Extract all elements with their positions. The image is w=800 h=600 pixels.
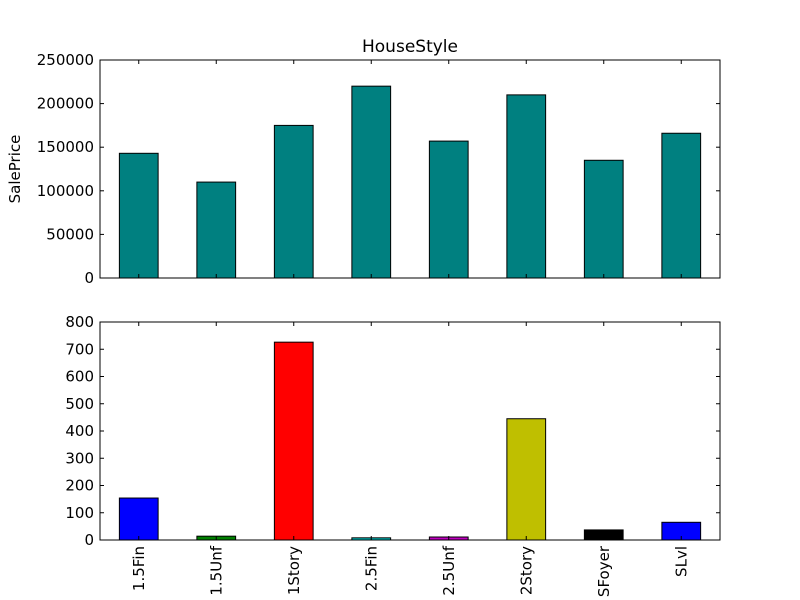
- bar-2.5Unf: [428, 140, 469, 279]
- bar-2.5Fin: [351, 85, 392, 279]
- y-tick-label: 300: [65, 449, 94, 467]
- x-tick-label: SLvl: [672, 546, 690, 577]
- bar-1Story: [273, 341, 314, 541]
- y-tick-label: 0: [84, 531, 94, 549]
- y-tick-label: 400: [65, 422, 94, 440]
- axes-frame: [99, 59, 721, 279]
- x-tick-label: 1.5Fin: [130, 546, 148, 591]
- y-tick-label: 100: [65, 504, 94, 522]
- bar-SFoyer: [583, 159, 624, 279]
- y-axis-label: SalePrice: [6, 135, 24, 204]
- y-tick-label: 500: [65, 395, 94, 413]
- x-tick-label: 2Story: [517, 546, 535, 595]
- count-bar-chart: 0 100 200 300 400 500 600 700 800 1.5Fin 1.5Unf 1St…: [65, 313, 721, 597]
- x-tick-label: 2.5Unf: [440, 545, 458, 595]
- y-tick-label: 800: [65, 313, 94, 331]
- x-tick-label: SFoyer: [595, 545, 613, 597]
- saleprice-bar-chart: 0 50000 100000 150000 200000 250000 HouseStyle…: [6, 37, 721, 287]
- y-tick-label: 700: [65, 340, 94, 358]
- x-tick-label: 1.5Unf: [207, 545, 225, 595]
- y-tick-label: 50000: [46, 225, 94, 243]
- x-tick-label: 1Story: [285, 546, 303, 595]
- y-tick-label: 100000: [37, 182, 94, 200]
- bar-2Story: [506, 94, 547, 279]
- y-tick-label: 0: [84, 269, 94, 287]
- y-tick-label: 200000: [37, 95, 94, 113]
- bar-1.5Fin: [118, 497, 159, 541]
- bar-1Story: [273, 124, 314, 279]
- y-tick-label: 200: [65, 477, 94, 495]
- y-tick-label: 600: [65, 368, 94, 386]
- y-tick-label: 150000: [37, 138, 94, 156]
- bar-SLvl: [661, 132, 702, 279]
- x-tick-label: 2.5Fin: [362, 546, 380, 591]
- bar-2Story: [506, 418, 547, 541]
- bar-1.5Unf: [196, 181, 237, 279]
- chart-title: HouseStyle: [362, 37, 458, 57]
- bar-1.5Fin: [118, 152, 159, 279]
- y-tick-label: 250000: [37, 51, 94, 69]
- axes-frame: [99, 321, 721, 541]
